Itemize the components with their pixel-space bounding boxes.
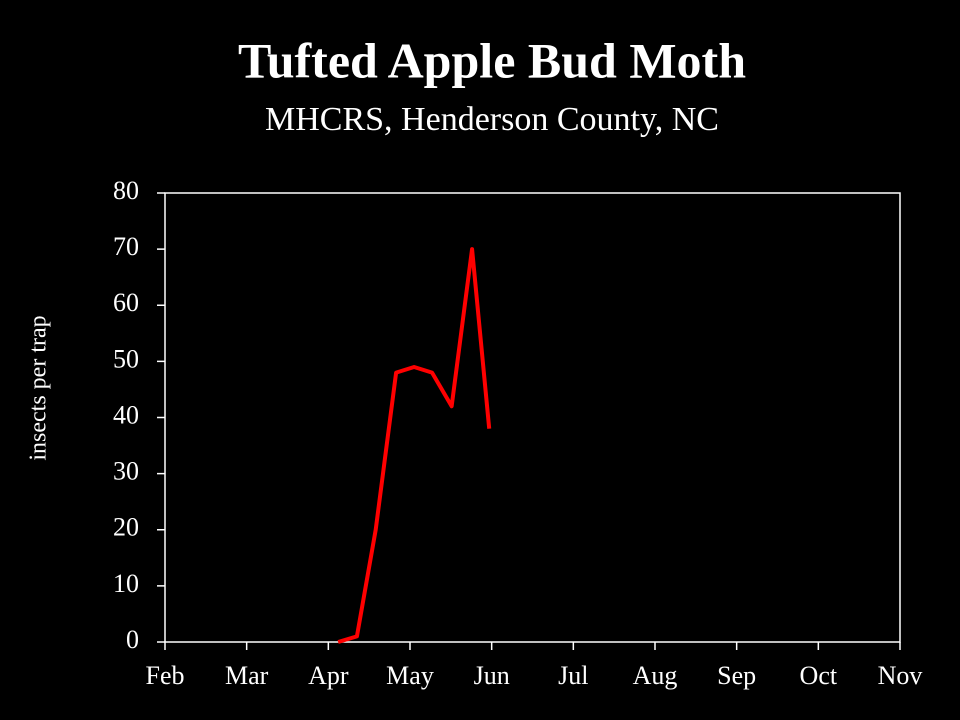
x-tick-label: Jun bbox=[474, 661, 510, 690]
x-tick-label: Nov bbox=[878, 661, 923, 690]
x-tick-label: Oct bbox=[800, 661, 838, 690]
y-tick-label: 80 bbox=[113, 176, 139, 205]
x-tick-label: Aug bbox=[633, 661, 678, 690]
y-tick-label: 50 bbox=[113, 344, 139, 373]
y-tick-label: 30 bbox=[113, 457, 139, 486]
chart-title: Tufted Apple Bud Moth bbox=[238, 32, 746, 88]
x-tick-label: May bbox=[386, 661, 434, 690]
y-tick-label: 0 bbox=[126, 625, 139, 654]
y-tick-label: 40 bbox=[113, 400, 139, 429]
x-tick-label: Jul bbox=[558, 661, 588, 690]
y-tick-label: 20 bbox=[113, 513, 139, 542]
plot-frame bbox=[164, 192, 901, 643]
x-tick-label: Apr bbox=[308, 661, 349, 690]
x-tick-label: Sep bbox=[717, 661, 756, 690]
x-tick-label: Mar bbox=[225, 661, 269, 690]
y-tick-label: 70 bbox=[113, 232, 139, 261]
y-tick-label: 60 bbox=[113, 288, 139, 317]
data-line bbox=[337, 247, 492, 644]
chart-subtitle: MHCRS, Henderson County, NC bbox=[265, 101, 719, 138]
x-tick-label: Feb bbox=[146, 661, 185, 690]
y-axis-label: insects per trap bbox=[26, 315, 52, 460]
y-tick-label: 10 bbox=[113, 569, 139, 598]
